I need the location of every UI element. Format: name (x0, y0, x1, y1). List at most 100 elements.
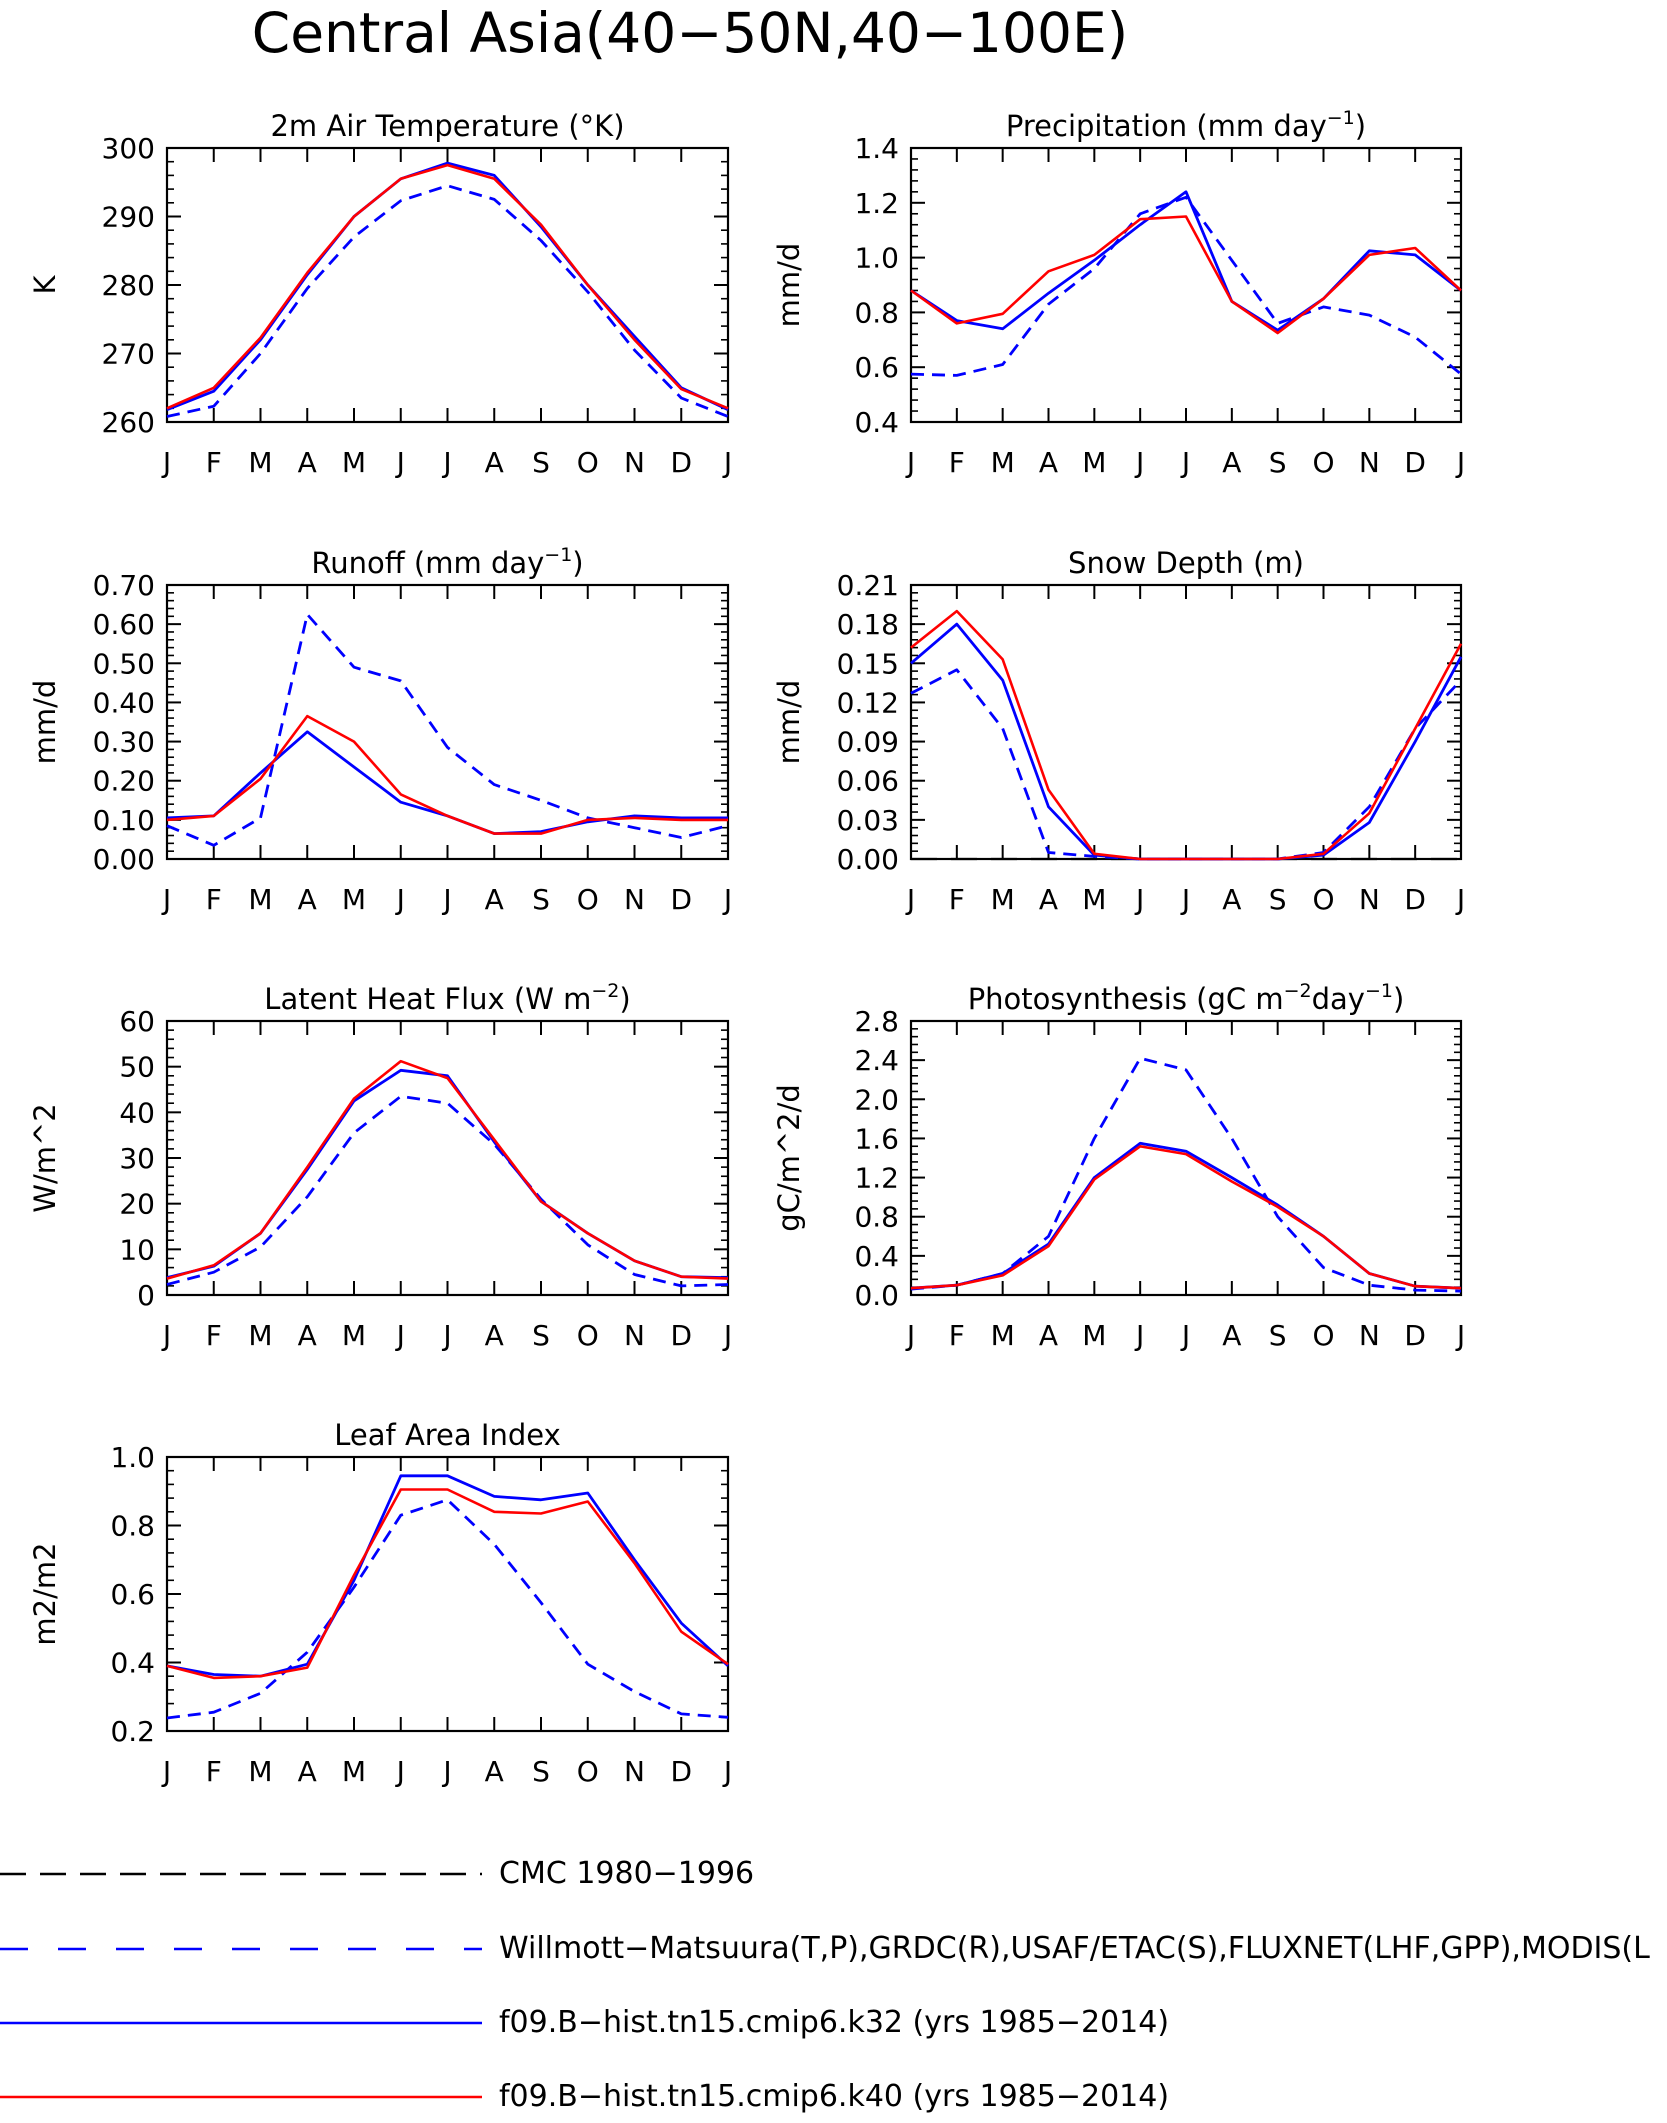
x-tick-label: J (1180, 446, 1190, 479)
x-tick-label: A (1222, 446, 1241, 479)
x-tick-label: S (1269, 883, 1287, 916)
chart-panel-4: 0.000.030.060.090.120.150.180.21J F M A M J J A… (772, 546, 1465, 916)
y-tick-label: 0.4 (854, 406, 899, 439)
x-tick-label: A (1222, 883, 1241, 916)
y-tick-label: 1.2 (854, 1162, 899, 1195)
series-line-k40 (910, 215, 1462, 335)
y-axis-label: m2/m2 (28, 1542, 62, 1645)
x-tick-label: J (161, 1319, 171, 1352)
x-tick-label: A (298, 446, 317, 479)
series-line-k40 (910, 1145, 1462, 1290)
x-tick-label: D (670, 883, 692, 916)
x-tick-label: M (991, 1319, 1015, 1352)
x-tick-label: M (1082, 446, 1106, 479)
x-tick-label: F (206, 1319, 222, 1352)
x-tick-label: J (1134, 446, 1144, 479)
x-tick-label: J (161, 446, 171, 479)
chart-panel-2: 0.40.60.81.01.21.4J F M A M J J A S O N D JPrecipita… (772, 107, 1465, 479)
x-tick-label: O (577, 883, 599, 916)
x-tick-label: D (670, 1319, 692, 1352)
y-tick-label: 0.09 (837, 726, 899, 759)
x-tick-label: J (1134, 883, 1144, 916)
panel-title: Latent Heat Flux (W m−2) (264, 980, 630, 1016)
x-tick-label: M (342, 1755, 366, 1788)
x-tick-label: J (1455, 446, 1465, 479)
x-tick-label: A (485, 883, 504, 916)
y-tick-label: 10 (119, 1233, 155, 1266)
panel-title: Leaf Area Index (334, 1418, 560, 1452)
x-tick-label: D (670, 446, 692, 479)
x-tick-label: J (1180, 1319, 1190, 1352)
x-tick-label: M (991, 883, 1015, 916)
x-tick-label: J (722, 1755, 732, 1788)
y-tick-label: 2.8 (854, 1005, 899, 1038)
x-tick-label: J (905, 446, 915, 479)
y-tick-label: 0.40 (93, 686, 155, 719)
x-tick-label: S (1269, 446, 1287, 479)
y-tick-label: 0.4 (110, 1647, 155, 1680)
x-tick-label: N (624, 446, 645, 479)
y-tick-label: 260 (102, 406, 155, 439)
series-line-k40 (166, 714, 728, 835)
series-line-k32 (910, 190, 1462, 332)
x-tick-label: A (1222, 1319, 1241, 1352)
y-tick-label: 0.30 (93, 726, 155, 759)
series-line-obs (910, 668, 1463, 861)
x-tick-label: J (441, 1319, 451, 1352)
x-tick-label: N (624, 1319, 645, 1352)
x-tick-label: O (1312, 883, 1334, 916)
series-line-obs (166, 1094, 729, 1288)
y-axis-label: K (28, 275, 62, 295)
x-tick-label: A (298, 1319, 317, 1352)
y-tick-label: 0.00 (837, 843, 899, 876)
x-tick-label: F (206, 1755, 222, 1788)
y-tick-label: 1.0 (854, 242, 899, 275)
x-tick-label: J (441, 883, 451, 916)
x-tick-label: M (342, 883, 366, 916)
series-line-obs (910, 195, 1462, 377)
y-tick-label: 0.18 (837, 608, 899, 641)
x-tick-label: N (1359, 446, 1380, 479)
panel-title: Photosynthesis (gC m−2day−1) (968, 980, 1405, 1016)
x-tick-label: M (991, 446, 1015, 479)
plot-frame (165, 1019, 730, 1297)
x-tick-label: J (441, 446, 451, 479)
y-tick-label: 30 (119, 1142, 155, 1175)
y-tick-label: 280 (102, 269, 155, 302)
x-tick-label: M (248, 1755, 272, 1788)
x-tick-label: N (1359, 1319, 1380, 1352)
y-tick-label: 0.4 (854, 1240, 899, 1273)
y-tick-label: 0.6 (854, 351, 899, 384)
plot-frame (165, 1455, 730, 1733)
y-axis-label: gC/m^2/d (772, 1084, 806, 1232)
series-line-k32 (910, 1141, 1462, 1290)
x-tick-label: A (298, 1755, 317, 1788)
y-tick-label: 0.03 (837, 804, 899, 837)
x-tick-label: N (1359, 883, 1380, 916)
plot-frame (909, 1019, 1463, 1297)
chart-panel-3: 0.000.100.200.300.400.500.600.70J F M A M J J A… (28, 544, 732, 916)
x-tick-label: J (395, 1319, 405, 1352)
y-tick-label: 0.21 (837, 569, 899, 602)
y-tick-label: 1.2 (854, 187, 899, 220)
series-line-k40 (166, 1059, 729, 1280)
chart-panel-6: 0.00.40.81.21.62.02.42.8J F M A M J J A S O N D JPho… (772, 980, 1465, 1352)
x-tick-label: A (485, 1319, 504, 1352)
x-tick-label: J (441, 1755, 451, 1788)
x-tick-label: D (670, 1755, 692, 1788)
series-line-obs (910, 1056, 1462, 1293)
y-tick-label: 40 (119, 1096, 155, 1129)
x-tick-label: J (722, 446, 732, 479)
x-tick-label: J (161, 1755, 171, 1788)
y-tick-label: 0.6 (110, 1578, 155, 1611)
y-tick-label: 0.20 (93, 765, 155, 798)
x-tick-label: D (1404, 883, 1426, 916)
series-line-k32 (166, 1068, 729, 1279)
y-tick-label: 0.8 (854, 1201, 899, 1234)
x-tick-label: A (1039, 1319, 1058, 1352)
x-tick-label: F (206, 446, 222, 479)
y-tick-label: 0.15 (837, 647, 899, 680)
x-tick-label: N (624, 883, 645, 916)
